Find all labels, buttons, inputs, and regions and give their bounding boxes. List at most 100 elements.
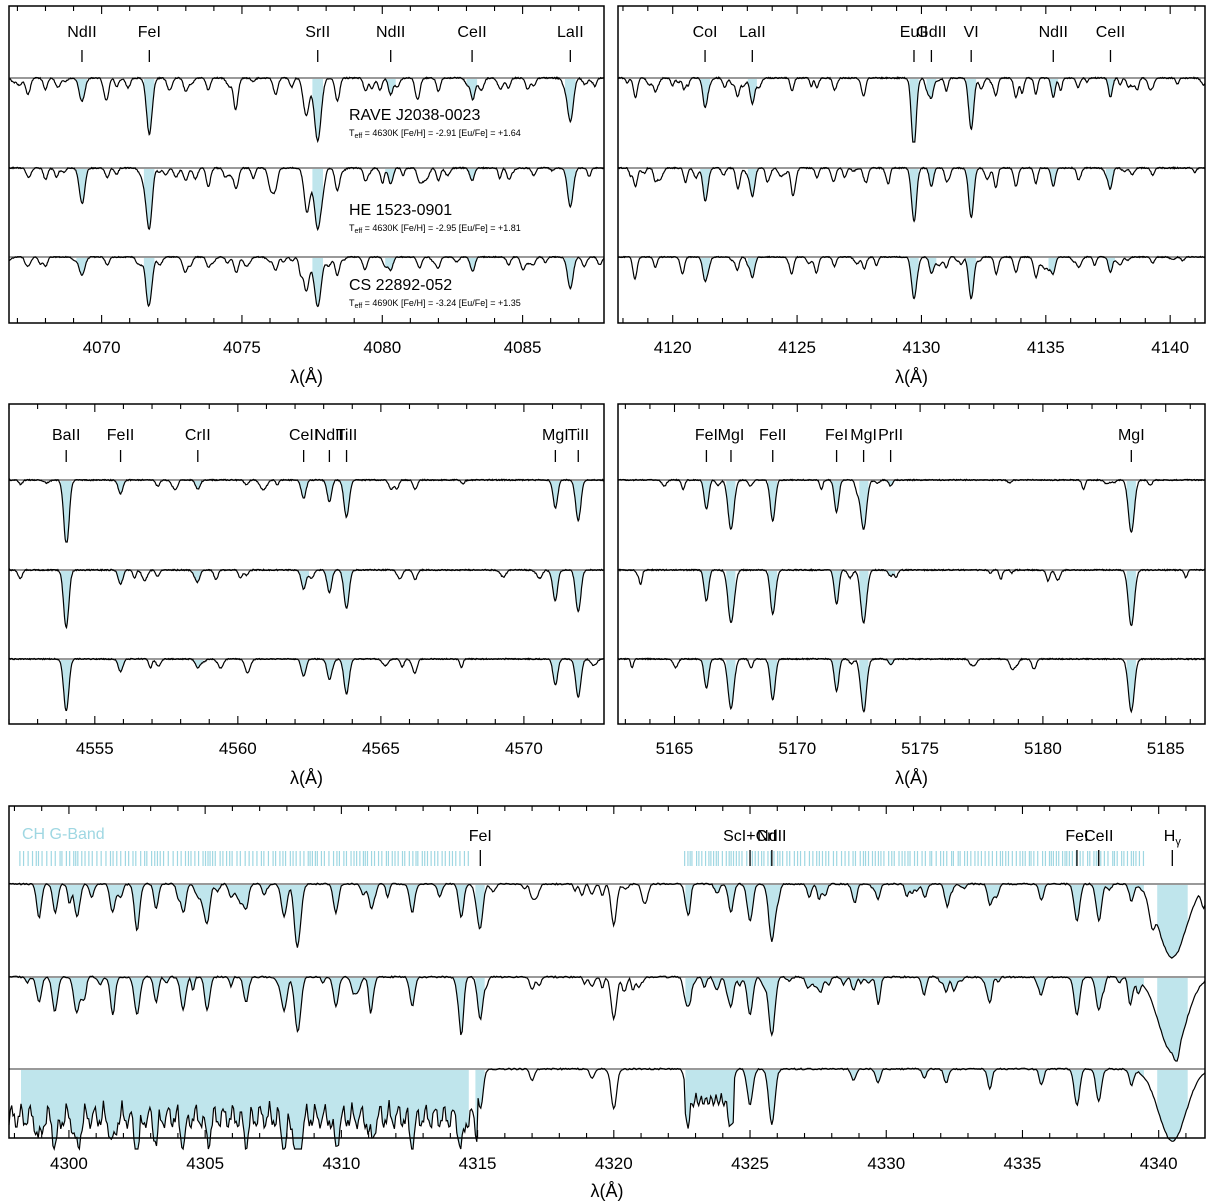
spectrum-line	[8, 568, 605, 630]
line-fill	[831, 570, 842, 604]
x-axis: 5165 5170 5175 5180 5185 λ(Å)	[624, 404, 1191, 788]
line-fill	[565, 257, 576, 289]
line-label: NdII	[757, 828, 786, 845]
x-tick-label: 4570	[505, 739, 543, 758]
line-fill	[702, 480, 712, 509]
line-label: PrII	[878, 427, 903, 444]
spectrum-star-2	[617, 568, 1206, 627]
line-fill	[886, 570, 896, 577]
line-fill	[768, 659, 778, 700]
line-label: EuII	[900, 24, 928, 41]
line-fill	[298, 659, 310, 677]
line-label: MgI	[718, 427, 745, 444]
x-tick-label: 4135	[1027, 338, 1065, 357]
line-fill	[1157, 977, 1188, 1061]
line-fill	[700, 257, 710, 282]
panel-a: NdII FeI SrII NdII CeII LaII 4070 4075 4080 4085 λ…	[8, 5, 605, 387]
line-fill	[21, 1069, 469, 1149]
line-fill	[60, 480, 72, 542]
line-fill	[572, 659, 584, 698]
line-fill	[192, 479, 204, 489]
x-tick-label: 4085	[504, 338, 542, 357]
x-axis: 4070 4075 4080 4085 λ(Å)	[16, 6, 580, 387]
line-fill	[115, 570, 126, 585]
spectrum-line	[8, 478, 605, 543]
x-axis: 4300 4305 4310 4315 4320 4325 4330 4335 4340 λ(Å)	[13, 806, 1187, 1201]
star-params: Teff = 4690K [Fe/H] = -3.24 [Eu/Fe] = +1…	[349, 298, 521, 310]
line-fill	[831, 659, 842, 692]
line-fill	[323, 480, 335, 502]
line-fill	[323, 659, 335, 680]
line-fill	[886, 479, 896, 487]
spectrum-star-3	[8, 657, 604, 712]
line-fill	[926, 257, 937, 274]
line-label: LaII	[557, 24, 584, 41]
spectrum-line	[8, 657, 604, 712]
line-fill	[385, 168, 396, 184]
spectrum-line	[618, 76, 1206, 143]
spectrum-star-1	[8, 478, 605, 543]
line-fill	[768, 570, 778, 615]
x-tick-label: 4315	[459, 1154, 497, 1173]
spectrum-star-2	[617, 166, 1206, 223]
line-fill	[298, 480, 310, 498]
line-fill	[926, 78, 937, 99]
line-label: FeII	[107, 427, 135, 444]
line-label: TiII	[336, 427, 358, 444]
line-fill	[21, 976, 469, 1035]
spectrum-line	[617, 478, 1206, 534]
star-name: CS 22892-052	[349, 277, 452, 294]
line-fill	[726, 659, 736, 709]
x-tick-label: 5175	[901, 739, 939, 758]
line-fill	[859, 659, 869, 712]
line-fill	[1157, 1069, 1188, 1142]
x-axis-label: λ(Å)	[895, 367, 928, 387]
line-fill	[1105, 168, 1115, 190]
line-label: CeII	[457, 24, 486, 41]
ch-gband-marks	[19, 851, 1145, 866]
line-fill	[886, 659, 896, 665]
line-fill	[475, 977, 485, 1020]
line-fill	[466, 168, 478, 181]
line-fill	[1048, 168, 1059, 187]
line-label: TiII	[567, 427, 589, 444]
panel-frame	[8, 403, 605, 725]
spectrum-line	[617, 657, 1206, 714]
line-label: GdII	[916, 24, 946, 41]
spectrum-star-2	[8, 975, 1206, 1062]
line-fill	[340, 570, 353, 609]
line-label: CeII	[1096, 24, 1125, 41]
x-tick-label: 4140	[1151, 338, 1189, 357]
line-fill	[685, 976, 1144, 1035]
line-fill	[312, 78, 323, 142]
x-tick-label: 4335	[1004, 1154, 1042, 1173]
line-label: MgI	[542, 427, 569, 444]
gband-label: CH G-Band	[22, 826, 105, 843]
spectrum-star-3	[617, 255, 1206, 300]
x-tick-label: 4555	[76, 739, 114, 758]
x-tick-label: 4075	[223, 338, 261, 357]
x-tick-label: 4080	[363, 338, 401, 357]
x-axis-label: λ(Å)	[591, 1181, 624, 1201]
line-fill	[76, 168, 87, 204]
line-label: CeII	[1084, 828, 1113, 845]
line-fill	[143, 168, 155, 230]
line-fill	[966, 78, 977, 130]
line-fill	[685, 883, 1144, 942]
x-axis-label: λ(Å)	[895, 768, 928, 788]
spectrum-star-3	[617, 657, 1206, 714]
line-fill	[926, 168, 937, 187]
spectrum-line	[617, 568, 1206, 627]
x-axis: 4120 4125 4130 4135 4140 λ(Å)	[622, 6, 1196, 387]
line-fill	[1105, 78, 1115, 97]
panel-frame	[8, 805, 1206, 1139]
line-fill	[747, 168, 757, 197]
x-tick-label: 5170	[778, 739, 816, 758]
star-params: Teff = 4630K [Fe/H] = -2.91 [Eu/Fe] = +1…	[349, 128, 521, 140]
line-fill	[76, 78, 87, 102]
line-label: FeI	[138, 24, 161, 41]
